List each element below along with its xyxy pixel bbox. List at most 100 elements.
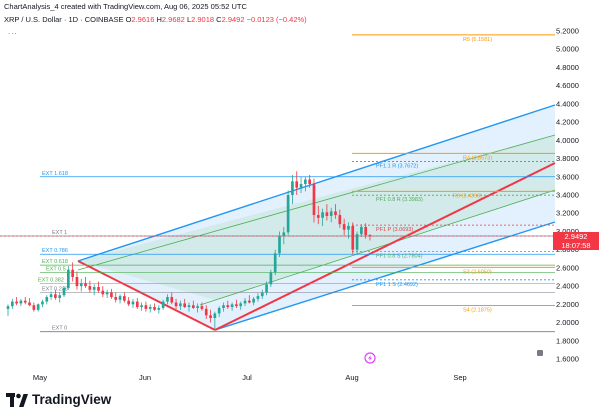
candle-body — [10, 301, 14, 307]
candle-body — [88, 286, 92, 290]
candle-body — [41, 301, 44, 305]
time-axis[interactable]: May Jun Jul Aug Sep — [33, 373, 467, 382]
channel-inner-lower-line[interactable] — [199, 189, 556, 306]
candle-body — [54, 294, 57, 298]
candle-body — [286, 195, 290, 233]
candle-body — [84, 283, 87, 287]
candle-body — [105, 292, 109, 295]
pivot-label: PF1 P (3.0693) — [376, 227, 413, 233]
candle-body — [118, 296, 122, 300]
candle-body — [183, 303, 187, 308]
candle-body — [368, 235, 372, 237]
y-tick-label: 3.2000 — [556, 209, 579, 218]
regression-channel[interactable] — [77, 104, 556, 331]
x-tick-label: Aug — [345, 373, 358, 382]
settings-icon-box — [537, 350, 543, 356]
indicator-menu-dots[interactable]: ... — [8, 27, 18, 36]
y-tick-label: 2.4000 — [556, 282, 579, 291]
fib-extension-label: EXT 0.236 — [42, 286, 68, 292]
candle-body — [131, 301, 135, 305]
candle-body — [256, 296, 260, 299]
candle-body — [92, 287, 96, 290]
channel-midline[interactable] — [214, 162, 556, 331]
candle-body — [170, 297, 174, 303]
channel-upper-fill — [78, 105, 555, 330]
candle-body — [110, 292, 113, 298]
candle-body — [222, 305, 225, 308]
event-icon[interactable] — [364, 352, 376, 364]
candle-body — [269, 272, 273, 285]
candle-body — [62, 287, 66, 296]
tradingview-mark — [6, 392, 28, 407]
y-tick-label: 3.0000 — [556, 227, 579, 236]
candle-body — [200, 306, 204, 309]
symbol-name[interactable]: XRP / U.S. Dollar · 1D · COINBASE — [4, 15, 124, 24]
candle-body — [360, 226, 363, 235]
candle-body — [174, 302, 178, 307]
y-tick-label: 4.4000 — [556, 99, 579, 108]
candle-body — [312, 184, 316, 216]
candle-body — [97, 287, 100, 291]
ohlc-low-label: L — [186, 15, 192, 24]
footer — [0, 386, 600, 417]
candle-body — [191, 305, 195, 308]
candle-body — [101, 290, 105, 295]
candle-body — [66, 269, 70, 288]
y-tick-label: 3.6000 — [556, 172, 579, 181]
ohlc-open-value: 2.9616 — [131, 15, 155, 24]
candle-body — [338, 215, 342, 225]
tradingview-logo[interactable]: TradingView — [6, 392, 111, 407]
candle-body — [23, 300, 27, 303]
candle-body — [148, 307, 152, 309]
pivot-label: S3 (2.6050) — [463, 269, 492, 275]
candle-body — [196, 306, 199, 308]
x-tick-label: Jul — [242, 373, 252, 382]
y-tick-label: 5.2000 — [556, 27, 579, 36]
candle-body — [273, 253, 277, 273]
pivot-label: PF1 1 S (2.4692) — [376, 282, 418, 288]
ohlc-open-label: O — [125, 15, 132, 24]
fib-extension-label: EXT 0.618 — [42, 259, 68, 265]
candle-body — [226, 305, 230, 308]
y-tick-label: 4.8000 — [556, 63, 579, 72]
candle-body — [351, 225, 355, 250]
candle-body — [58, 295, 62, 298]
candle-body — [213, 313, 217, 318]
candle-body — [36, 304, 40, 310]
candle-body — [243, 300, 247, 304]
candle-body — [209, 315, 212, 318]
candle-body — [295, 181, 299, 188]
x-tick-label: Jun — [139, 373, 151, 382]
candle-body — [291, 181, 294, 195]
settings-icon[interactable] — [537, 350, 543, 356]
candle-body — [15, 301, 18, 304]
candle-body — [166, 297, 169, 302]
y-tick-label: 4.6000 — [556, 81, 579, 90]
candle-body — [239, 303, 243, 307]
candle-body — [140, 305, 143, 308]
candle-body — [334, 211, 337, 216]
channel-inner-fill — [78, 135, 555, 300]
fib-extension-label: EXT 1 — [52, 230, 67, 236]
ohlc-high-value: 2.9682 — [161, 15, 185, 24]
fib-extension-label: EXT 1.618 — [42, 171, 68, 177]
candle-body — [247, 300, 251, 303]
channel-upper-line[interactable] — [77, 104, 556, 262]
channel-lower-line[interactable] — [214, 221, 556, 331]
bar-countdown: 18:07:58 — [561, 240, 591, 250]
ohlc-close-value: 2.9492 — [221, 15, 245, 24]
horizontal-levels — [0, 34, 555, 333]
candle-body — [364, 226, 368, 236]
channel-inner-upper-line[interactable] — [77, 134, 556, 271]
pivot-label: R4 (3.8573) — [463, 155, 492, 161]
candle-body — [32, 305, 36, 310]
last-price-tag: 2.9492 18:07:58 — [553, 231, 599, 250]
candle-body — [71, 269, 74, 277]
price-axis[interactable]: 5.2000 5.0000 4.8000 4.6000 4.4000 4.2000 4.00… — [556, 27, 579, 364]
candle-body — [187, 305, 191, 308]
candle-body — [157, 307, 161, 310]
candle-body — [135, 301, 139, 308]
tradingview-logo-text: TradingView — [32, 392, 112, 407]
